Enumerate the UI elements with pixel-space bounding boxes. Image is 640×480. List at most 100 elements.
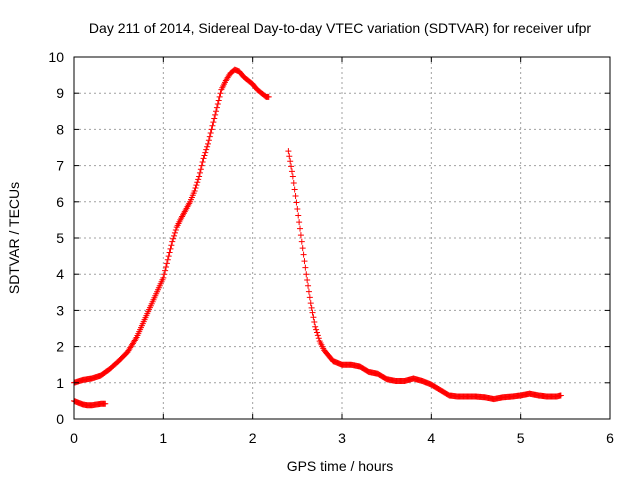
data-point [161, 271, 168, 278]
x-tick-label: 2 [249, 430, 257, 446]
data-point [194, 179, 201, 186]
data-point [192, 185, 199, 192]
data-point [202, 149, 209, 156]
data-point [301, 258, 308, 265]
series-segment-1 [71, 397, 109, 409]
data-point [298, 238, 305, 245]
data-point [300, 251, 307, 258]
data-point [171, 232, 178, 239]
data-point [214, 101, 221, 108]
data-point [160, 274, 167, 281]
data-point [299, 245, 306, 252]
data-point [305, 288, 312, 295]
data-point [215, 97, 222, 104]
data-point [201, 152, 208, 159]
data-point [304, 276, 311, 283]
data-point [312, 323, 319, 330]
data-point [306, 294, 313, 301]
data-markers [71, 66, 564, 409]
data-point [313, 329, 320, 336]
data-point [206, 133, 213, 140]
data-point [165, 253, 172, 260]
data-point [295, 212, 302, 219]
data-point [309, 309, 316, 316]
data-point [195, 176, 202, 183]
data-point [208, 126, 215, 133]
data-point [288, 163, 295, 170]
data-point [314, 332, 321, 339]
x-tick-labels: 0 1 2 3 4 5 6 [70, 430, 614, 446]
data-point [213, 108, 220, 115]
axis-ticks [73, 56, 611, 420]
data-point [209, 122, 216, 129]
data-point [205, 140, 211, 147]
data-point [289, 173, 296, 180]
x-tick-label: 6 [606, 430, 614, 446]
data-point [200, 155, 207, 162]
data-point [292, 193, 299, 200]
series-segment-2 [71, 66, 272, 386]
data-point [217, 90, 224, 97]
y-tick-label: 6 [56, 194, 64, 210]
data-point [205, 137, 212, 144]
data-point [203, 146, 210, 153]
grid [74, 57, 610, 419]
data-point [311, 318, 318, 325]
data-point [296, 219, 303, 226]
x-tick-label: 0 [70, 430, 78, 446]
data-point [162, 267, 169, 274]
data-point [212, 111, 219, 118]
data-point [310, 314, 317, 321]
data-point [172, 227, 179, 234]
data-point [166, 249, 173, 256]
data-point [102, 400, 109, 407]
y-tick-label: 9 [56, 85, 64, 101]
data-point [288, 168, 295, 175]
y-tick-label: 3 [56, 302, 64, 318]
data-point [191, 187, 198, 194]
data-point [196, 169, 203, 176]
data-point [302, 264, 309, 271]
x-tick-label: 1 [159, 430, 167, 446]
y-tick-label: 1 [56, 375, 64, 391]
data-point [163, 263, 170, 270]
data-point [290, 179, 297, 186]
y-tick-label: 7 [56, 158, 64, 174]
data-point [170, 235, 177, 242]
data-point [297, 225, 304, 232]
data-point [163, 260, 170, 267]
data-point [313, 326, 320, 333]
data-point [291, 186, 298, 193]
data-point [196, 173, 203, 180]
data-point [211, 115, 218, 122]
x-tick-label: 3 [338, 430, 346, 446]
data-point [303, 271, 310, 278]
y-tick-label: 0 [56, 411, 64, 427]
data-point [265, 93, 272, 100]
data-point [168, 242, 175, 249]
data-point [287, 158, 294, 165]
data-point [199, 158, 206, 165]
data-point [207, 130, 214, 137]
y-axis-label: SDTVAR / TECUs [6, 182, 22, 294]
data-point [169, 238, 176, 245]
x-tick-label: 4 [427, 430, 435, 446]
y-tick-label: 8 [56, 121, 64, 137]
y-tick-labels: 0 1 2 3 4 5 6 7 8 9 10 [48, 49, 64, 427]
data-point [315, 335, 322, 342]
data-point [213, 104, 220, 111]
data-point [293, 199, 300, 206]
data-point [132, 335, 139, 342]
data-point [210, 119, 217, 126]
x-tick-label: 5 [517, 430, 525, 446]
data-point [167, 245, 174, 252]
data-point [197, 166, 204, 173]
data-point [286, 153, 293, 160]
data-point [216, 93, 223, 100]
data-point [171, 229, 178, 236]
x-axis-label: GPS time / hours [287, 458, 394, 474]
y-tick-label: 4 [56, 266, 64, 282]
data-point [307, 300, 314, 307]
y-tick-label: 5 [56, 230, 64, 246]
